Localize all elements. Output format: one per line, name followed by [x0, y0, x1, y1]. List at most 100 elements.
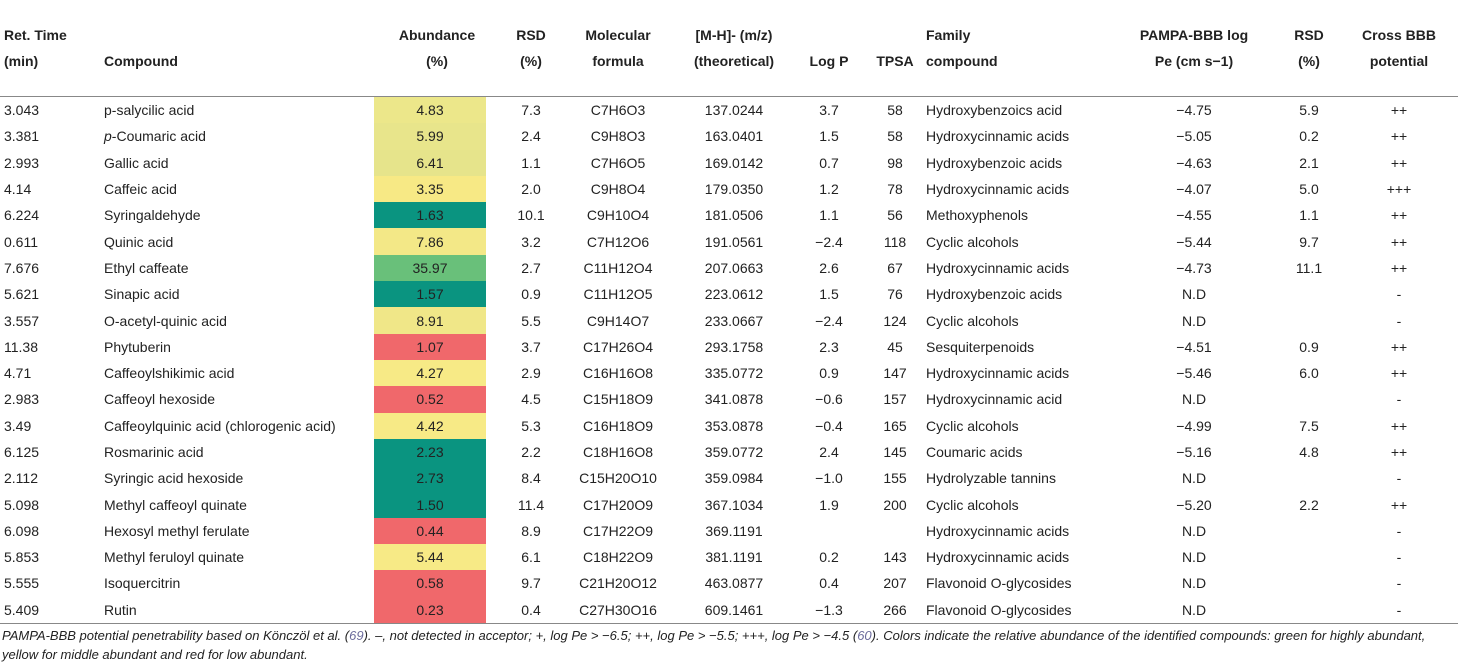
- cell-cross: -: [1396, 470, 1402, 487]
- table-row: 2.112 Syringic acid hexoside 2.73 8.4 C15H20…: [0, 465, 1458, 492]
- cell-ret-time: 6.098: [4, 522, 40, 539]
- header-abundance: Abundance (%): [398, 27, 476, 69]
- cell-pampa: −5.16: [1176, 444, 1212, 460]
- abundance-color-bar: 5.99: [374, 123, 486, 150]
- cell-cross: -: [1396, 391, 1402, 408]
- cell-rsd: 2.2: [521, 444, 541, 460]
- cell-rsd2: 0.2: [1299, 128, 1319, 145]
- compound-table: Ret. Time (min) Compound Abundance (%) RSD…: [0, 27, 1458, 624]
- cell-cross: ++: [1390, 102, 1408, 119]
- cell-formula: C9H8O3: [590, 128, 646, 145]
- cell-compound: Syringaldehyde: [104, 207, 201, 224]
- cell-mh: 137.0244: [704, 102, 764, 119]
- cell-tpsa: 76: [887, 286, 903, 303]
- cell-tpsa: 58: [887, 102, 903, 119]
- cell-mh: 369.1191: [705, 522, 763, 539]
- cell-abundance: 3.35: [374, 175, 500, 203]
- cell-rsd2: 5.9: [1299, 102, 1319, 119]
- cell-logp: 1.1: [819, 207, 839, 224]
- cell-logp: 1.5: [819, 128, 839, 145]
- cell-family: Sesquiterpenoids: [926, 338, 1035, 355]
- cell-pampa: −4.73: [1176, 259, 1212, 276]
- table-row: 4.71 Caffeoylshikimic acid 4.27 2.9 C16H16O8…: [0, 359, 1458, 387]
- cell-tpsa: 143: [883, 549, 907, 566]
- cell-logp: −2.4: [815, 233, 843, 250]
- cell-ret-time: 5.098: [4, 496, 40, 513]
- cell-formula: C7H6O3: [590, 102, 646, 119]
- cell-compound: Ethyl caffeate: [104, 259, 189, 276]
- cell-cross: -: [1340, 596, 1458, 624]
- cell-rsd2: 5.0: [1299, 181, 1319, 198]
- cell-logp: 0.7: [819, 154, 839, 171]
- table-body: 3.043 p-salycilic acid 4.83 7.3 C7H6O3 137.02…: [0, 97, 1458, 624]
- cell-logp: 0.2: [819, 549, 839, 566]
- cell-rsd: 0.9: [521, 286, 541, 303]
- cell-abundance: 1.57: [374, 281, 500, 308]
- abundance-color-bar: 8.91: [374, 307, 486, 334]
- cell-abundance: 6.41: [374, 149, 500, 176]
- cell-mh: 181.0506: [704, 207, 764, 224]
- cell-cross: ++: [1390, 444, 1408, 460]
- cell-compound: Methyl feruloyl quinate: [104, 549, 245, 566]
- abundance-value: 0.23: [416, 601, 444, 618]
- cell-mh: 359.0984: [704, 470, 764, 487]
- cell-formula: C17H22O9: [582, 522, 654, 539]
- cell-logp: −1.3: [794, 596, 864, 624]
- table-row: 2.983 Caffeoyl hexoside 0.52 4.5 C15H18O9 341…: [0, 386, 1458, 413]
- cell-pampa: −4.55: [1176, 207, 1212, 224]
- header-logp: Log P: [809, 53, 849, 69]
- abundance-value: 5.44: [416, 549, 444, 566]
- cell-family: Methoxyphenols: [926, 207, 1028, 224]
- table-row: 7.676 Ethyl caffeate 35.97 2.7 C11H12O4 207.0…: [0, 254, 1458, 282]
- abundance-color-bar: 6.41: [374, 149, 486, 176]
- table-row: 3.043 p-salycilic acid 4.83 7.3 C7H6O3 137.02…: [0, 97, 1458, 124]
- cell-abundance: 1.50: [374, 491, 500, 518]
- cell-rsd: 3.2: [521, 233, 541, 250]
- cell-rsd2: [1278, 281, 1340, 307]
- cell-family: Coumaric acids: [926, 444, 1023, 460]
- cell-tpsa: 200: [883, 496, 907, 513]
- table-row: 5.409 Rutin 0.23 0.4 C27H30O16 609.1461 −1.3 26…: [0, 596, 1458, 624]
- abundance-value: 0.44: [416, 522, 444, 539]
- cell-rsd2: 9.7: [1299, 233, 1319, 250]
- cell-mh: 609.1461: [674, 596, 794, 624]
- abundance-value: 0.52: [416, 391, 444, 408]
- cell-family: Cyclic alcohols: [926, 417, 1019, 434]
- cell-ret-time: 5.555: [4, 575, 40, 592]
- cell-rsd: 9.7: [521, 575, 541, 592]
- abundance-color-bar: 4.42: [374, 412, 486, 439]
- cell-cross: ++: [1390, 207, 1408, 224]
- cell-ret-time: 3.49: [4, 417, 32, 434]
- cell-pampa: N.D: [1181, 575, 1207, 592]
- abundance-value: 7.86: [416, 233, 444, 250]
- abundance-color-bar: 4.83: [374, 97, 486, 124]
- cell-tpsa: 118: [883, 233, 907, 250]
- abundance-color-bar: 2.23: [374, 438, 486, 466]
- cell-logp: −1.0: [815, 470, 843, 487]
- cell-cross: ++: [1390, 338, 1408, 355]
- cell-logp: 1.5: [819, 286, 839, 303]
- cell-compound: Rosmarinic acid: [104, 444, 204, 460]
- header-ret-time: Ret. Time (min): [4, 27, 67, 69]
- cell-family: Hydroxycinnamic acid: [926, 391, 1063, 408]
- cell-rsd: 5.3: [521, 417, 541, 434]
- cell-logp: 1.9: [819, 496, 839, 513]
- cell-formula: C15H20O10: [579, 470, 657, 487]
- cell-formula: C18H16O8: [582, 444, 654, 460]
- header-family: Family compound: [926, 27, 998, 69]
- cell-compound: Syringic acid hexoside: [104, 470, 244, 487]
- table-row: 3.381 p-Coumaric acid 5.99 2.4 C9H8O3 163.040…: [0, 123, 1458, 150]
- cell-abundance: 0.44: [374, 517, 500, 545]
- abundance-value: 8.91: [416, 312, 444, 329]
- footnote-ref-60[interactable]: 60: [857, 628, 872, 643]
- cell-abundance: 8.91: [374, 307, 500, 334]
- abundance-color-bar: 0.44: [374, 517, 486, 545]
- cell-abundance: 1.63: [374, 202, 500, 229]
- cell-ret-time: 3.381: [4, 128, 40, 145]
- footnote-ref-69[interactable]: 69: [349, 628, 364, 643]
- cell-abundance: 4.83: [374, 97, 500, 124]
- cell-mh: 179.0350: [704, 181, 764, 198]
- abundance-value: 5.99: [416, 128, 444, 145]
- cell-ret-time: 0.611: [4, 233, 38, 250]
- cell-abundance: 1.07: [374, 333, 500, 360]
